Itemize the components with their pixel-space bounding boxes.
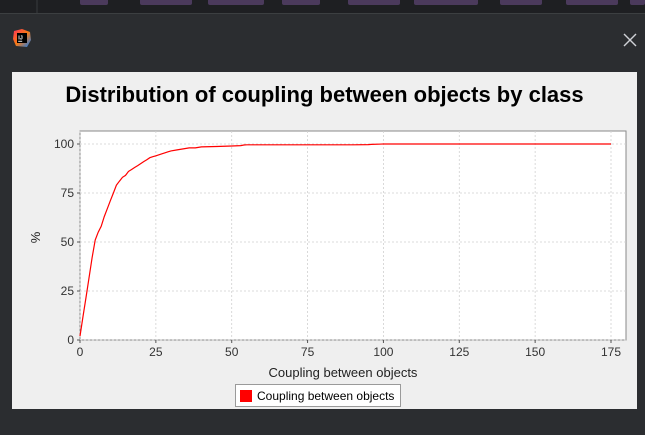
x-tick-label: 125 xyxy=(449,345,469,359)
svg-text:IJ: IJ xyxy=(18,36,23,42)
y-tick-label: 25 xyxy=(61,284,75,298)
code-token xyxy=(208,0,264,5)
code-token xyxy=(140,0,192,5)
code-token xyxy=(80,0,108,5)
chart-legend: Coupling between objects xyxy=(235,384,402,407)
intellij-idea-icon: IJ xyxy=(12,28,32,48)
y-tick-label: 100 xyxy=(54,137,74,151)
chart-title: Distribution of coupling between objects… xyxy=(65,82,584,107)
plot-area xyxy=(79,130,627,341)
x-tick-label: 175 xyxy=(601,345,621,359)
code-token xyxy=(282,0,320,5)
x-tick-label: 25 xyxy=(149,345,163,359)
code-token xyxy=(348,0,400,5)
chart-dialog: IJ Distribution of coupling between obje… xyxy=(0,13,645,435)
y-tick-label: 50 xyxy=(61,235,75,249)
legend-label: Coupling between objects xyxy=(257,388,395,403)
x-tick-label: 100 xyxy=(373,345,393,359)
legend-swatch xyxy=(240,389,252,402)
x-tick-label: 150 xyxy=(525,345,545,359)
series-line xyxy=(79,143,611,337)
close-icon xyxy=(623,33,637,47)
ide-background xyxy=(0,0,645,14)
dialog-titlebar[interactable]: IJ xyxy=(0,14,645,64)
code-token xyxy=(630,0,645,5)
code-token xyxy=(414,0,478,5)
x-tick-label: 50 xyxy=(225,345,239,359)
y-tick-label: 0 xyxy=(67,333,74,347)
code-token xyxy=(566,0,618,5)
y-tick-label: 75 xyxy=(61,186,75,200)
close-button[interactable] xyxy=(618,28,642,52)
x-tick-label: 0 xyxy=(77,345,84,359)
code-token xyxy=(500,0,542,5)
x-tick-label: 75 xyxy=(301,345,315,359)
chart-panel: Distribution of coupling between objects… xyxy=(12,72,637,409)
line-chart: 0 25 50 75 100 125 150 175 0 25 50 75 100 Coupling be… xyxy=(28,130,627,380)
x-axis-label: Coupling between objects xyxy=(269,365,418,380)
editor-gutter-line xyxy=(36,0,38,14)
y-axis-label: % xyxy=(28,231,43,243)
